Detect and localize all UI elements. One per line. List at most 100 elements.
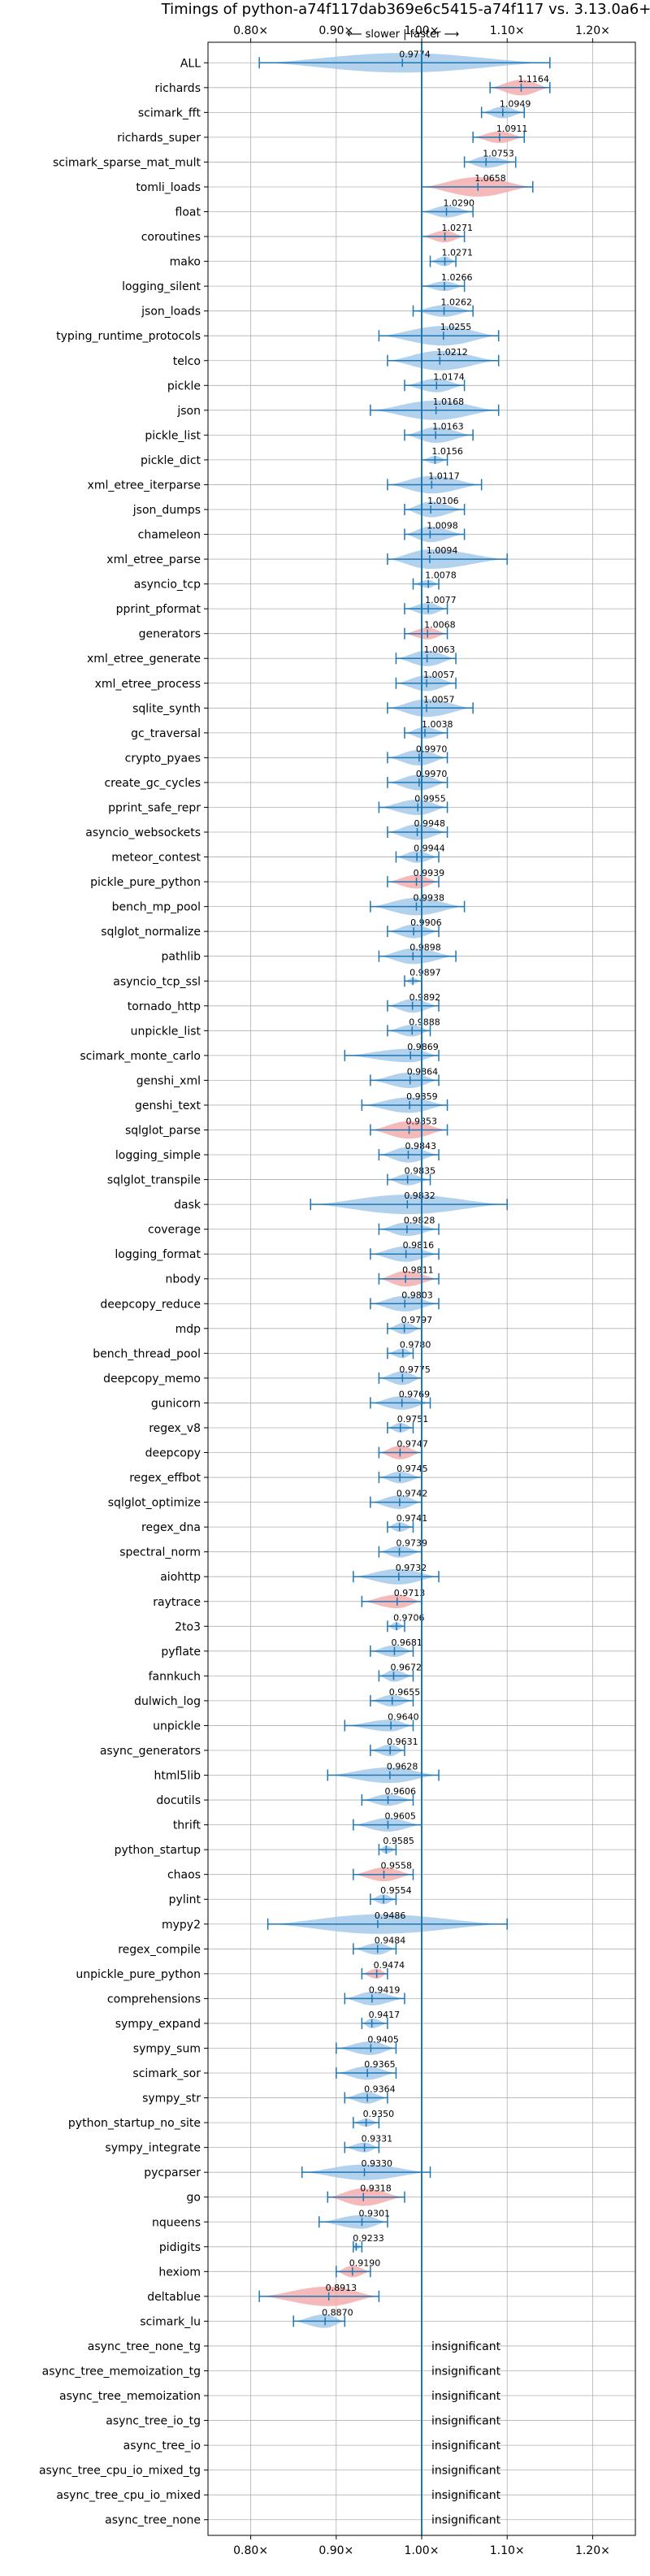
value-label: 0.9955 bbox=[414, 793, 446, 804]
value-label: 0.9970 bbox=[416, 744, 448, 754]
value-label: 0.9484 bbox=[375, 1935, 406, 1945]
benchmark-name: nqueens bbox=[152, 2216, 201, 2229]
value-label: 0.9554 bbox=[380, 1885, 412, 1896]
benchmark-name: unpickle bbox=[153, 1720, 201, 1733]
x-tick-label: 1.00× bbox=[405, 2544, 440, 2557]
value-label: 1.0658 bbox=[474, 173, 506, 184]
insignificant-label: insignificant bbox=[431, 2439, 501, 2452]
value-label: 0.9301 bbox=[358, 2208, 390, 2218]
value-label: 0.9606 bbox=[385, 1786, 417, 1797]
benchmark-name: gc_traversal bbox=[131, 727, 201, 740]
benchmark-name: sympy_expand bbox=[115, 2018, 201, 2031]
value-label: 1.0057 bbox=[423, 670, 455, 680]
benchmark-name: json_dumps bbox=[132, 504, 201, 517]
benchmark-name: pidigits bbox=[159, 2241, 201, 2254]
value-label: 1.0212 bbox=[436, 347, 468, 358]
benchmark-name: pylint bbox=[169, 1893, 202, 1906]
benchmark-name: chaos bbox=[167, 1869, 201, 1882]
value-label: 1.0063 bbox=[424, 644, 456, 655]
benchmark-name: scimark_lu bbox=[140, 2315, 201, 2328]
value-label: 0.9769 bbox=[399, 1389, 431, 1399]
benchmark-name: logging_format bbox=[115, 1248, 201, 1261]
value-label: 1.0949 bbox=[500, 98, 531, 109]
benchmark-name: chameleon bbox=[138, 529, 201, 542]
benchmark-name: tomli_loads bbox=[136, 181, 201, 194]
value-label: 0.9741 bbox=[396, 1513, 427, 1524]
value-label: 0.9330 bbox=[362, 2158, 393, 2169]
value-label: 0.9350 bbox=[363, 2109, 395, 2119]
insignificant-label: insignificant bbox=[431, 2465, 501, 2478]
value-label: 0.9474 bbox=[374, 1960, 405, 1971]
value-label: 0.9970 bbox=[416, 769, 448, 779]
benchmark-name: tornado_http bbox=[128, 1000, 201, 1013]
benchmark-name: crypto_pyaes bbox=[125, 752, 201, 765]
benchmark-name: sympy_str bbox=[142, 2092, 201, 2105]
x-axis-top: 0.80× 0.90× 1.00× 1.10× 1.20× bbox=[233, 24, 610, 42]
benchmark-name: hexiom bbox=[158, 2266, 201, 2279]
benchmark-name: create_gc_cycles bbox=[104, 777, 201, 790]
benchmark-name: json bbox=[176, 405, 201, 418]
benchmark-name: mdp bbox=[176, 1323, 202, 1336]
benchmark-name: float bbox=[176, 206, 202, 219]
benchmark-name: html5lib bbox=[154, 1770, 202, 1783]
benchmark-name: thrift bbox=[173, 1819, 202, 1832]
insignificant-label: insignificant bbox=[431, 2489, 501, 2502]
benchmark-name: mako bbox=[170, 256, 201, 269]
x-axis-bottom: 0.80× 0.90× 1.00× 1.10× 1.20× bbox=[233, 2535, 610, 2557]
benchmark-name: async_tree_none_tg bbox=[88, 2340, 201, 2353]
benchmark-name: deepcopy bbox=[145, 1447, 201, 1460]
value-label: 0.9797 bbox=[401, 1315, 433, 1325]
benchmark-name: meteor_contest bbox=[111, 852, 201, 865]
value-label: 0.9419 bbox=[369, 1984, 401, 1995]
value-label: 0.9631 bbox=[387, 1737, 418, 1747]
benchmark-name: pyflate bbox=[161, 1646, 201, 1659]
value-label: 0.9780 bbox=[400, 1339, 431, 1350]
benchmark-name: bench_mp_pool bbox=[112, 901, 201, 914]
value-label: 0.9897 bbox=[410, 967, 441, 978]
benchmark-name: regex_compile bbox=[118, 1943, 201, 1956]
benchmark-name: deltablue bbox=[147, 2291, 201, 2304]
value-label: 0.9869 bbox=[407, 1042, 439, 1052]
benchmark-name: xml_etree_process bbox=[95, 678, 201, 691]
benchmark-name: generators bbox=[139, 628, 201, 641]
value-label: 1.0271 bbox=[442, 223, 474, 233]
benchmark-name: logging_simple bbox=[115, 1149, 201, 1162]
value-label: 0.9640 bbox=[388, 1711, 419, 1722]
value-label: 0.9681 bbox=[391, 1637, 422, 1648]
value-label: 0.9774 bbox=[399, 49, 431, 59]
benchmark-name: ALL bbox=[180, 57, 201, 70]
benchmark-name: regex_dna bbox=[141, 1521, 201, 1534]
insignificant-label: insignificant bbox=[431, 2340, 501, 2353]
value-label: 0.9331 bbox=[362, 2134, 393, 2144]
benchmark-name: asyncio_tcp bbox=[134, 579, 201, 592]
value-label: 0.9558 bbox=[381, 1861, 413, 1871]
value-label: 1.0077 bbox=[425, 595, 457, 605]
benchmark-name: richards_super bbox=[117, 132, 201, 145]
value-label: 1.0038 bbox=[422, 719, 453, 730]
value-label: 0.9835 bbox=[405, 1166, 436, 1177]
benchmark-name: fannkuch bbox=[149, 1670, 201, 1683]
benchmark-name: comprehensions bbox=[107, 1993, 201, 2006]
benchmark-name: async_tree_io_tg bbox=[106, 2415, 201, 2428]
value-label: 1.0271 bbox=[442, 248, 474, 258]
benchmark-name: pickle_pure_python bbox=[90, 876, 201, 889]
benchmark-name: pathlib bbox=[162, 951, 202, 964]
value-label: 0.9405 bbox=[367, 2034, 399, 2045]
benchmark-name: xml_etree_iterparse bbox=[88, 479, 201, 492]
value-label: 1.0255 bbox=[440, 322, 472, 332]
value-label: 0.9364 bbox=[364, 2084, 396, 2095]
benchmark-name: nbody bbox=[166, 1273, 202, 1286]
direction-label: ⟵ slower | faster ⟶ bbox=[347, 28, 459, 41]
value-label: 0.9906 bbox=[410, 917, 442, 928]
value-label: 0.8870 bbox=[322, 2307, 353, 2318]
value-label: 1.0174 bbox=[433, 371, 465, 382]
value-label: 0.9828 bbox=[404, 1216, 436, 1226]
benchmark-name: telco bbox=[173, 355, 201, 368]
value-label: 0.9888 bbox=[409, 1017, 440, 1027]
value-label: 0.9739 bbox=[396, 1538, 428, 1549]
benchmark-name: async_tree_io bbox=[124, 2439, 201, 2452]
benchmark-name: sympy_sum bbox=[133, 2042, 201, 2055]
benchmark-name: async_generators bbox=[100, 1745, 201, 1758]
x-tick-label: 0.80× bbox=[233, 2544, 268, 2557]
benchmark-name: scimark_fft bbox=[138, 106, 202, 119]
